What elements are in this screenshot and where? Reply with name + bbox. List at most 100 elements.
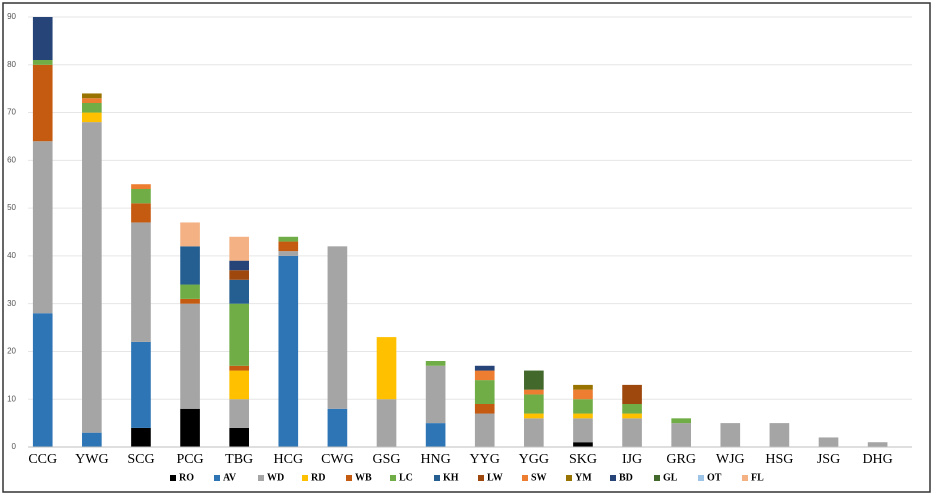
x-tick-label: TBG: [225, 452, 253, 467]
bar-segment: [131, 203, 151, 223]
bar-segment: [573, 384, 593, 390]
bar-segment: [229, 427, 249, 447]
x-tick-label: GRG: [666, 452, 696, 467]
legend-swatch: [434, 475, 440, 481]
bar-segment: [131, 184, 151, 189]
y-tick-label: 60: [7, 155, 16, 164]
legend-label: YM: [575, 472, 592, 483]
bar-segment: [82, 103, 102, 113]
bar-segment: [131, 222, 151, 342]
bar-segment: [474, 370, 495, 381]
legend-swatch: [390, 475, 396, 481]
bar-segment: [131, 427, 151, 447]
bar-segment: [524, 394, 544, 414]
bar-segment: [180, 298, 200, 304]
bar-segment: [229, 260, 249, 271]
bar-segment: [622, 384, 642, 404]
bar-segment: [573, 399, 593, 414]
bar-segment: [376, 399, 397, 447]
bar-segment: [425, 365, 446, 424]
bar-segment: [229, 370, 249, 400]
y-tick-label: 40: [7, 251, 16, 260]
x-tick-label: CCG: [28, 452, 57, 467]
bar-segment: [474, 413, 495, 447]
bar-segment: [32, 313, 53, 447]
bar-segment: [229, 303, 249, 366]
bar-segment: [229, 236, 249, 261]
y-tick-label: 10: [7, 394, 16, 403]
bar-segment: [671, 418, 691, 424]
legend-label: WB: [355, 472, 372, 483]
bar-segment: [622, 413, 642, 419]
bar-segment: [82, 98, 102, 103]
x-tick-label: WJG: [716, 452, 745, 467]
bar-segment: [131, 189, 151, 204]
bar-segment: [32, 141, 53, 314]
legend-swatch: [698, 475, 704, 481]
bar-segment: [376, 337, 397, 400]
bar-segment: [573, 418, 593, 443]
bar-segment: [82, 432, 102, 447]
bar-segment: [180, 222, 200, 247]
legend-swatch: [170, 475, 176, 481]
bar-segment: [524, 413, 544, 419]
bar-segment: [229, 279, 249, 304]
bar-segment: [671, 423, 691, 447]
legend-swatch: [478, 475, 484, 481]
y-tick-label: 50: [7, 203, 16, 212]
legend-label: LW: [487, 472, 503, 483]
bar-segment: [180, 284, 200, 299]
bar-segment: [573, 442, 593, 447]
x-tick-label: CWG: [321, 452, 354, 467]
legend-swatch: [566, 475, 572, 481]
bar-segment: [573, 413, 593, 419]
legend-swatch: [654, 475, 660, 481]
bar-segment: [622, 418, 642, 447]
y-tick-label: 80: [7, 60, 16, 69]
x-tick-label: HCG: [274, 452, 304, 467]
y-tick-label: 70: [7, 108, 16, 117]
x-tick-label: SCG: [127, 452, 154, 467]
x-tick-label: YWG: [75, 452, 108, 467]
bar-segment: [32, 64, 53, 142]
bar-segment: [327, 246, 348, 409]
bar-segment: [474, 365, 495, 371]
bar-segment: [32, 60, 53, 65]
legend-label: OT: [707, 472, 722, 483]
legend-label: RO: [179, 472, 194, 483]
bar-segment: [229, 365, 249, 371]
bar-segment: [622, 404, 642, 414]
bar-segment: [524, 370, 544, 390]
bar-segment: [32, 17, 53, 60]
y-tick-label: 90: [7, 12, 16, 21]
bar-segment: [82, 112, 102, 123]
legend-label: LC: [399, 472, 413, 483]
x-tick-label: PCG: [176, 452, 203, 467]
bar-segment: [769, 423, 790, 447]
bar-segment: [425, 361, 446, 366]
legend-label: GL: [663, 472, 678, 483]
legend-label: BD: [619, 472, 633, 483]
bar-segment: [131, 341, 151, 428]
x-tick-label: DHG: [862, 452, 892, 467]
bar-segment: [180, 408, 200, 447]
x-tick-label: SKG: [569, 452, 597, 467]
bar-segment: [425, 423, 446, 447]
bar-segment: [180, 246, 200, 285]
bar-segment: [867, 442, 888, 447]
legend-label: SW: [531, 472, 547, 483]
legend-swatch: [522, 475, 528, 481]
bar-segment: [327, 408, 348, 447]
bar-segment: [229, 270, 249, 280]
x-tick-label: GSG: [373, 452, 401, 467]
bar-segment: [474, 380, 495, 404]
bar-segment: [82, 122, 102, 433]
bar-segment: [278, 236, 299, 242]
legend-label: WD: [267, 472, 284, 483]
bar-segment: [524, 418, 544, 447]
y-tick-label: 30: [7, 299, 16, 308]
x-tick-label: JSG: [817, 452, 840, 467]
bar-segment: [278, 251, 299, 256]
